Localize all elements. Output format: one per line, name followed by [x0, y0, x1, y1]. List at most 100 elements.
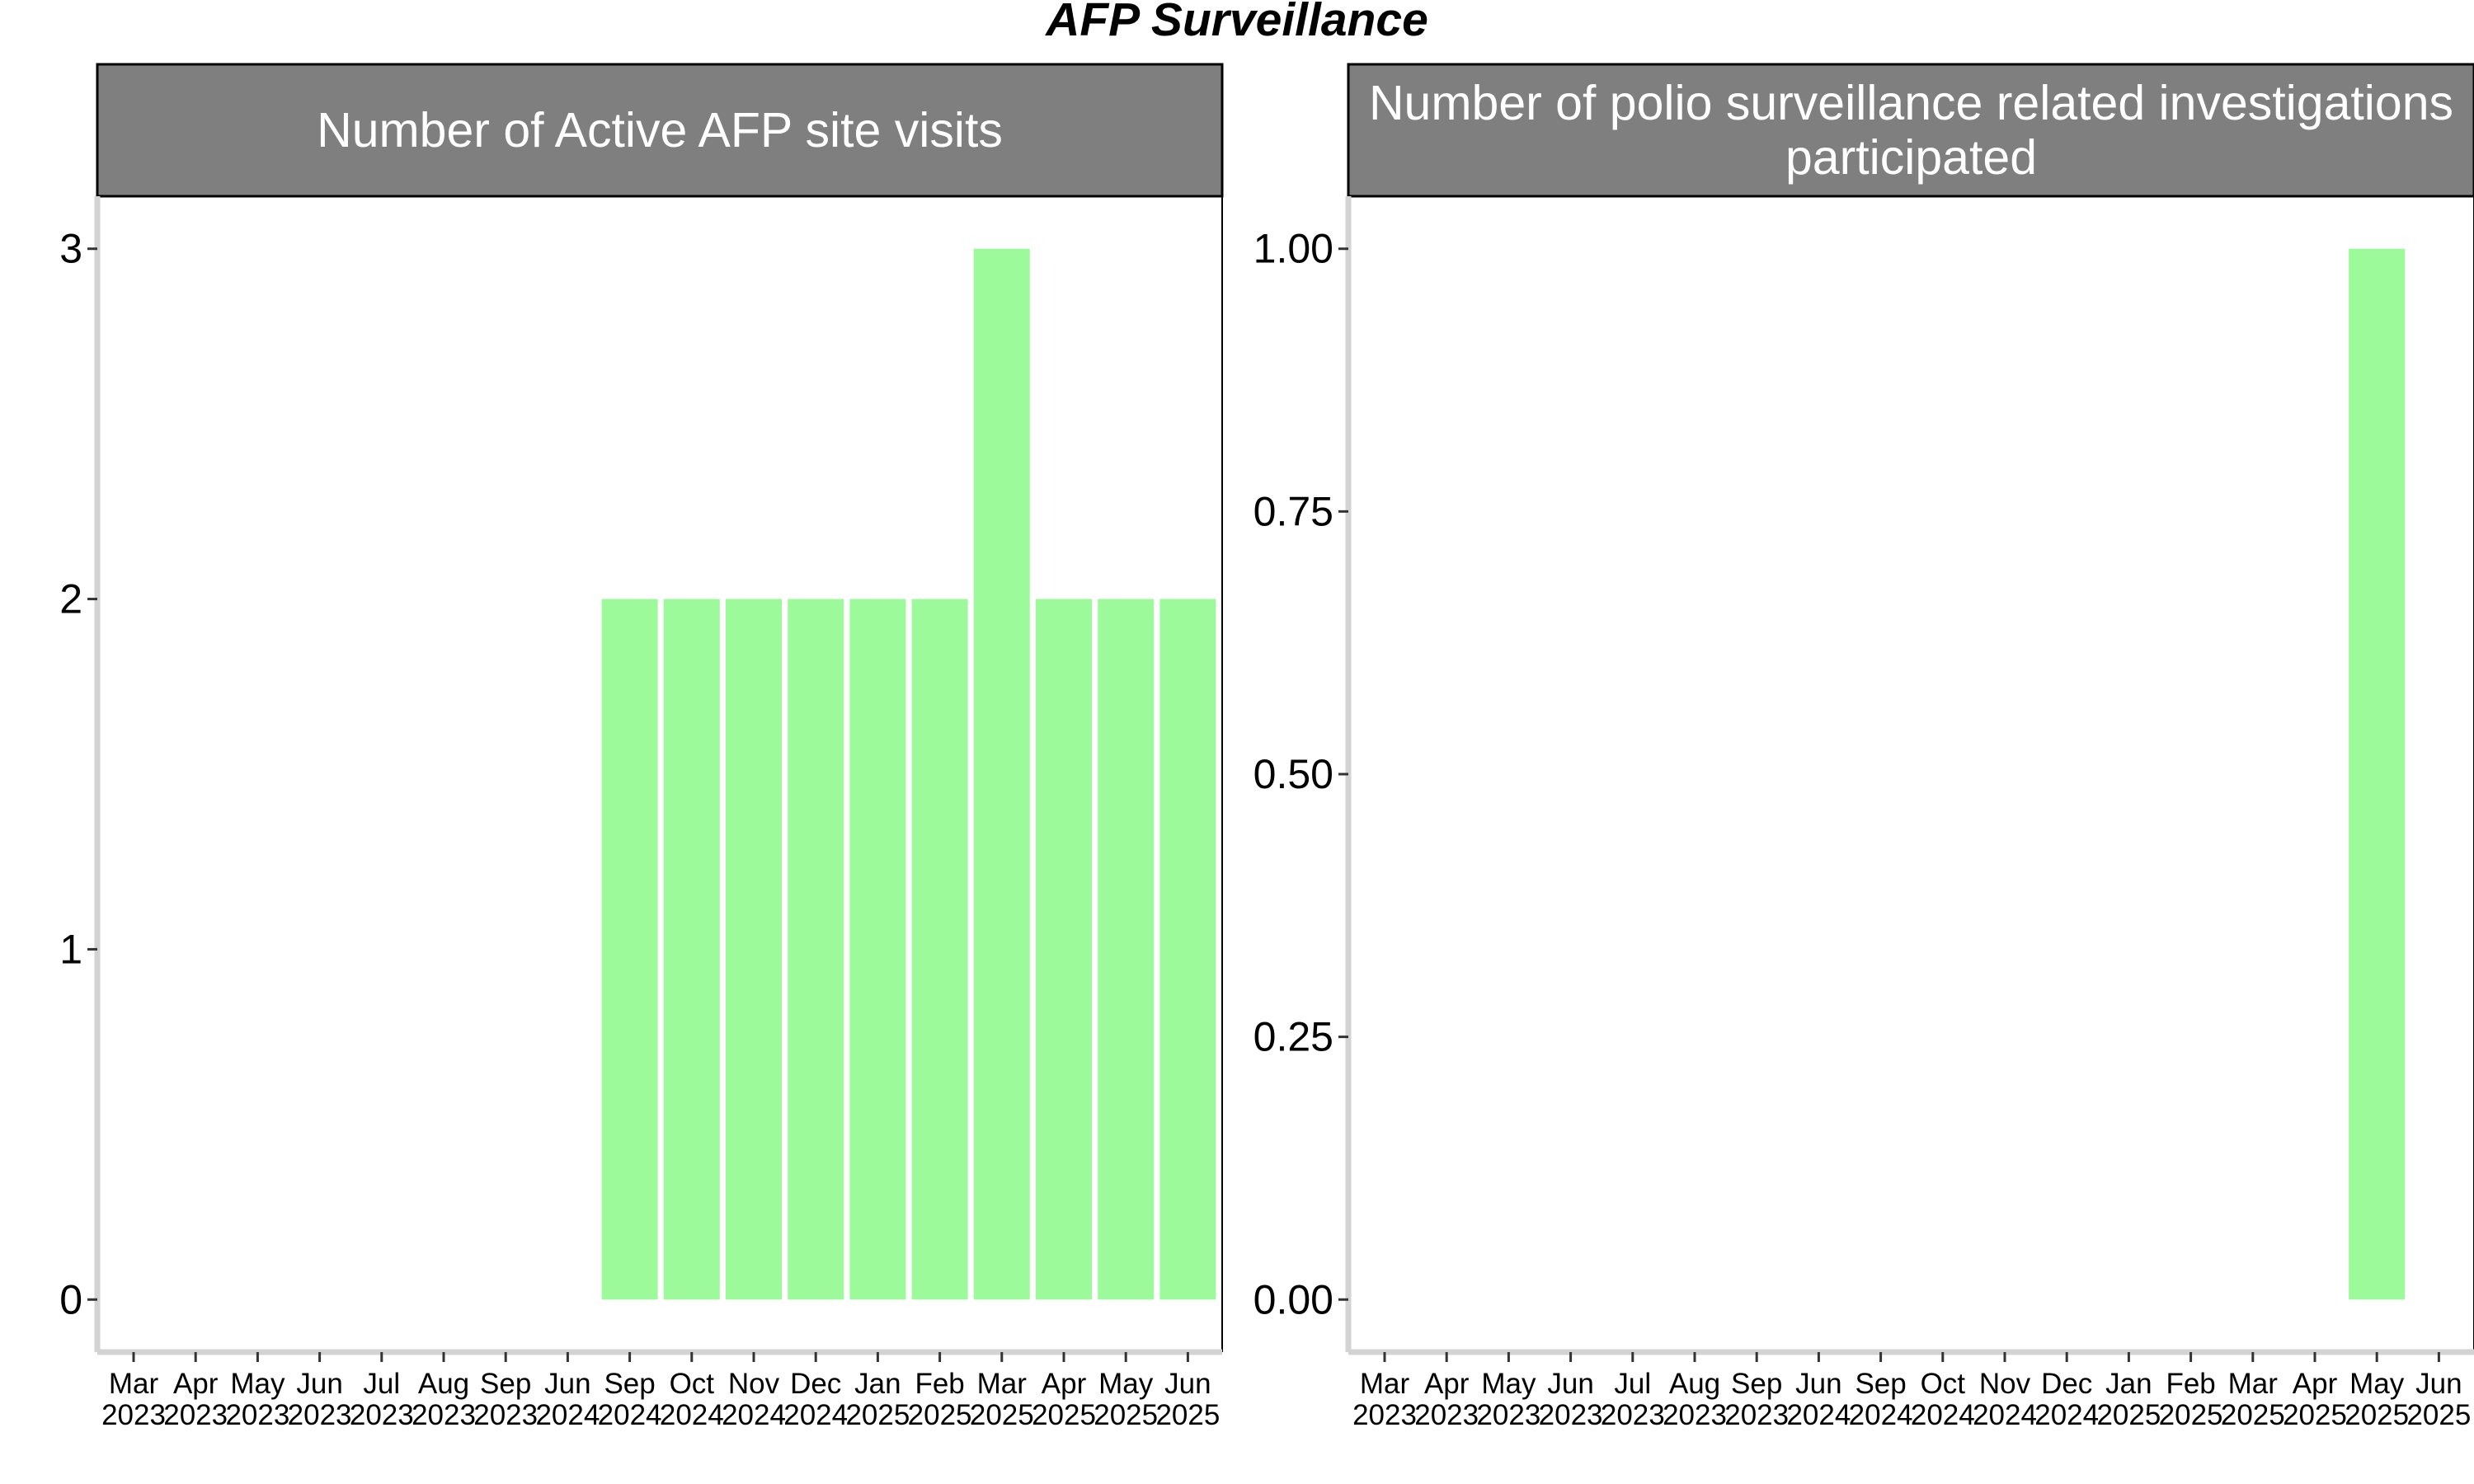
panel-title: Number of Active AFP site visits	[317, 103, 1003, 157]
x-tick-label-month: Jun	[544, 1368, 590, 1400]
x-tick-label-year: 2023	[1414, 1399, 1479, 1431]
x-tick-label-month: Oct	[1921, 1368, 1966, 1400]
x-tick-label-month: Feb	[915, 1368, 964, 1400]
x-tick-label-year: 2024	[722, 1399, 786, 1431]
bar-jun-2025	[1159, 599, 1216, 1300]
x-tick-label-year: 2025	[2159, 1399, 2223, 1431]
x-tick-label-month: May	[2349, 1368, 2405, 1400]
x-tick-label-year: 2025	[2345, 1399, 2409, 1431]
x-tick-label-month: Dec	[2041, 1368, 2092, 1400]
panel-active-afp-site-visits: Number of Active AFP site visits0123Mar2…	[59, 63, 1224, 1431]
x-tick-label-month: May	[1098, 1368, 1154, 1400]
x-tick-label-month: Aug	[1669, 1368, 1720, 1400]
x-tick-label-year: 2023	[473, 1399, 538, 1431]
x-tick-label-month: Apr	[2293, 1368, 2338, 1400]
x-tick-label-year: 2024	[1973, 1399, 2037, 1431]
x-tick-label-month: Nov	[1979, 1368, 2031, 1400]
x-tick-label-year: 2025	[970, 1399, 1034, 1431]
x-tick-label-month: Sep	[1855, 1368, 1906, 1400]
y-tick-label: 1	[59, 926, 82, 972]
panel-title: participated	[1785, 130, 2037, 185]
bar-sep-2024	[601, 599, 658, 1300]
bar-feb-2025	[911, 599, 968, 1300]
bar-apr-2025	[1036, 599, 1092, 1300]
x-tick-label-year: 2025	[2221, 1399, 2285, 1431]
x-tick-label-month: Mar	[977, 1368, 1028, 1400]
x-tick-label-month: Oct	[670, 1368, 715, 1400]
y-tick-label: 2	[59, 576, 82, 622]
x-tick-label-month: May	[230, 1368, 285, 1400]
x-tick-label-month: Sep	[480, 1368, 531, 1400]
x-tick-label-year: 2025	[2283, 1399, 2347, 1431]
x-tick-label-month: Aug	[418, 1368, 469, 1400]
panel-strip	[1347, 63, 2474, 198]
x-tick-label-year: 2025	[1032, 1399, 1096, 1431]
x-tick-label-year: 2024	[660, 1399, 724, 1431]
x-tick-label-year: 2023	[1476, 1399, 1540, 1431]
panel-strip	[96, 63, 1224, 198]
x-tick-label-month: Jan	[2105, 1368, 2152, 1400]
x-tick-label-month: Jun	[1164, 1368, 1211, 1400]
y-tick-label: 3	[59, 226, 82, 272]
x-tick-label-year: 2023	[225, 1399, 289, 1431]
x-tick-label-year: 2024	[598, 1399, 662, 1431]
x-tick-label-year: 2023	[1601, 1399, 1665, 1431]
x-tick-label-year: 2023	[163, 1399, 228, 1431]
x-tick-label-month: Sep	[1731, 1368, 1782, 1400]
panel-title: Number of polio surveillance related inv…	[1369, 76, 2453, 130]
x-tick-label-month: Mar	[2228, 1368, 2279, 1400]
x-tick-label-month: Jun	[1795, 1368, 1841, 1400]
x-tick-label-month: Jul	[363, 1368, 400, 1400]
x-tick-label-year: 2024	[1849, 1399, 1913, 1431]
x-tick-label-year: 2023	[288, 1399, 352, 1431]
x-tick-label-year: 2025	[1094, 1399, 1158, 1431]
x-tick-label-year: 2023	[1724, 1399, 1789, 1431]
y-tick-label: 0	[59, 1276, 82, 1322]
x-tick-label-month: Jul	[1614, 1368, 1651, 1400]
x-tick-label-year: 2025	[2406, 1399, 2471, 1431]
x-tick-label-month: May	[1481, 1368, 1536, 1400]
x-tick-label-month: Apr	[1424, 1368, 1470, 1400]
panel-polio-investigations: Number of polio surveillance related inv…	[1253, 63, 2474, 1431]
x-tick-label-month: Jun	[296, 1368, 342, 1400]
x-tick-label-year: 2024	[1786, 1399, 1851, 1431]
x-tick-label-month: Apr	[1042, 1368, 1087, 1400]
x-tick-label-year: 2024	[535, 1399, 600, 1431]
y-tick-label: 0.75	[1253, 488, 1333, 534]
y-tick-label: 1.00	[1253, 226, 1333, 272]
x-tick-label-year: 2023	[350, 1399, 414, 1431]
x-tick-label-month: Mar	[1360, 1368, 1410, 1400]
x-tick-label-year: 2023	[1352, 1399, 1417, 1431]
x-tick-label-month: Apr	[173, 1368, 219, 1400]
chart-main-title: AFP Surveillance	[1046, 0, 1428, 46]
x-tick-label-year: 2023	[1663, 1399, 1727, 1431]
x-tick-label-year: 2024	[783, 1399, 848, 1431]
bar-mar-2025	[973, 248, 1030, 1300]
x-tick-label-month: Mar	[109, 1368, 159, 1400]
bar-dec-2024	[788, 599, 844, 1300]
x-tick-label-year: 2025	[1155, 1399, 1220, 1431]
x-tick-label-month: Jun	[2415, 1368, 2462, 1400]
x-tick-label-year: 2023	[412, 1399, 476, 1431]
bar-oct-2024	[663, 599, 720, 1300]
x-tick-label-month: Nov	[728, 1368, 780, 1400]
x-tick-label-year: 2023	[101, 1399, 166, 1431]
bar-nov-2024	[726, 599, 782, 1300]
x-tick-label-month: Jan	[854, 1368, 901, 1400]
x-tick-label-month: Sep	[604, 1368, 655, 1400]
x-tick-label-year: 2023	[1539, 1399, 1603, 1431]
x-tick-label-month: Jun	[1547, 1368, 1593, 1400]
bar-may-2025	[2349, 248, 2406, 1300]
x-tick-label-year: 2025	[845, 1399, 910, 1431]
x-tick-label-month: Dec	[790, 1368, 841, 1400]
x-tick-label-year: 2024	[1911, 1399, 1975, 1431]
x-tick-label-month: Feb	[2166, 1368, 2215, 1400]
x-tick-label-year: 2025	[908, 1399, 972, 1431]
y-tick-label: 0.25	[1253, 1014, 1333, 1060]
bar-may-2025	[1098, 599, 1155, 1300]
bar-jan-2025	[849, 599, 906, 1300]
x-tick-label-year: 2024	[2034, 1399, 2099, 1431]
y-tick-label: 0.00	[1253, 1276, 1333, 1322]
y-tick-label: 0.50	[1253, 751, 1333, 797]
x-tick-label-year: 2025	[2096, 1399, 2161, 1431]
